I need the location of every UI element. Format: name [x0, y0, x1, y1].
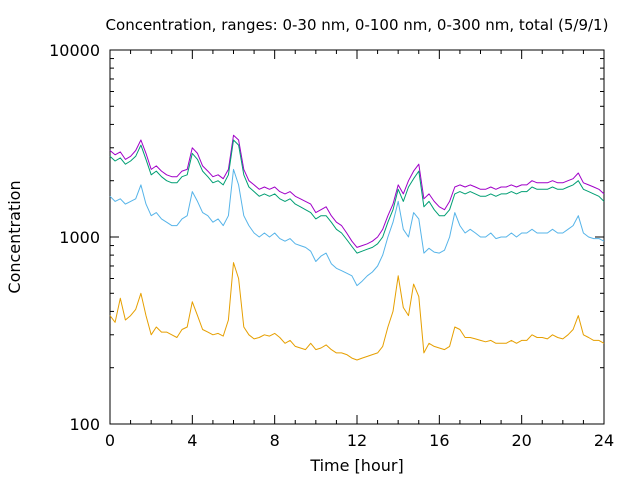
- x-tick-label: 0: [105, 431, 115, 450]
- series-line-4: [109, 262, 605, 361]
- x-tick-label: 12: [347, 431, 367, 450]
- series-line-1: [109, 134, 605, 248]
- chart-title: Concentration, ranges: 0-30 nm, 0-100 nm…: [106, 16, 609, 34]
- y-tick-label: 10000: [49, 41, 100, 60]
- x-axis-label: Time [hour]: [309, 456, 403, 475]
- y-tick-label: 1000: [59, 228, 100, 247]
- series-lines: [109, 134, 605, 361]
- y-axis-label: Concentration: [5, 180, 24, 293]
- x-tick-label: 24: [594, 431, 614, 450]
- x-tick-label: 4: [187, 431, 197, 450]
- plot-area-frame: [109, 49, 605, 425]
- x-tick-label: 20: [511, 431, 531, 450]
- axis-ticks: [109, 50, 605, 425]
- tick-labels: 0 4 8 12 16 20 24 100 1000 10000: [49, 41, 614, 450]
- series-line-3: [109, 168, 605, 287]
- y-tick-label: 100: [69, 415, 100, 434]
- x-tick-label: 16: [429, 431, 449, 450]
- series-line-2: [109, 139, 605, 254]
- x-tick-label: 8: [270, 431, 280, 450]
